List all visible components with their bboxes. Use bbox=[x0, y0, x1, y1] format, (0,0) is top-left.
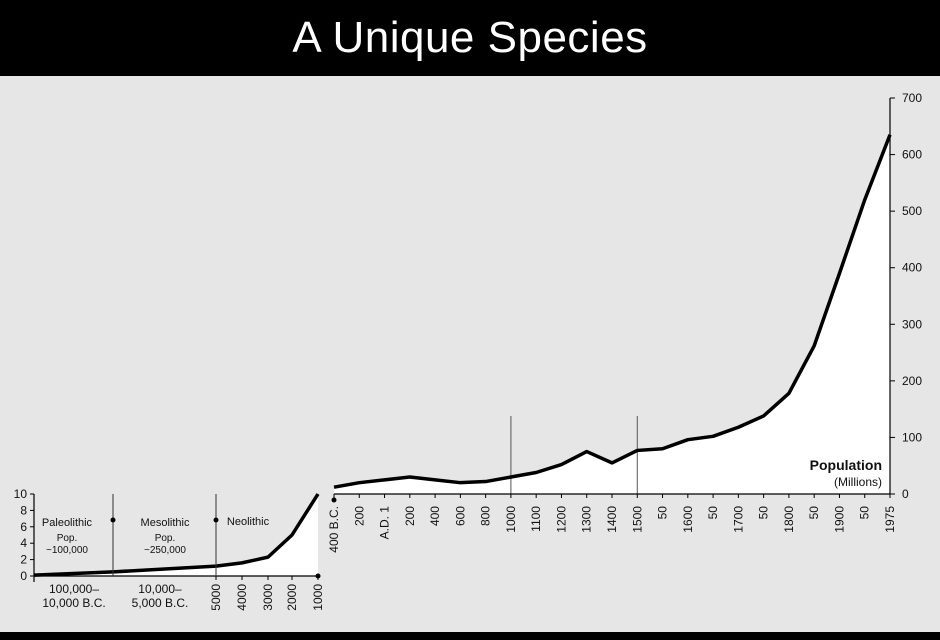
chart1-y-tick-label: 0 bbox=[20, 569, 27, 583]
chart2-x-tick-label: 50 bbox=[757, 506, 771, 520]
chart1-y-tick-label: 8 bbox=[20, 503, 27, 517]
chart2-y-tick-label: 700 bbox=[902, 91, 922, 105]
chart2-x-tick-label: 1800 bbox=[782, 506, 796, 533]
chart2-x-tick-label: 50 bbox=[706, 506, 720, 520]
chart2-y-tick-label: 600 bbox=[902, 148, 922, 162]
chart1-era-pop-label: Pop. bbox=[155, 533, 176, 544]
chart1-x-tick-label: 5,000 B.C. bbox=[132, 596, 189, 610]
chart2-x-tick-label: 1000 bbox=[504, 506, 518, 533]
plot-area: 10 8 6 4 2 0 Paleolithic Pop. ~100,000 Mesolithic… bbox=[0, 76, 940, 632]
chart2-y-tick-label: 300 bbox=[902, 317, 922, 331]
chart2-y-tick-label: 100 bbox=[902, 430, 922, 444]
chart2-start-marker bbox=[331, 497, 337, 503]
chart2-x-tick-label: A.D. 1 bbox=[378, 506, 392, 540]
title-bar: A Unique Species bbox=[0, 0, 940, 76]
chart2-x-tick-label: 800 bbox=[479, 506, 493, 526]
chart1-x-tick-label: 2000 bbox=[285, 584, 299, 611]
chart2-y-axis-label: Population bbox=[810, 457, 882, 473]
chart2-x-tick-label: 400 B.C. bbox=[327, 506, 341, 553]
chart2-x-tick-label: 200 bbox=[403, 506, 417, 526]
population-chart: 1086420PaleolithicPop.~100,000Mesolithic… bbox=[14, 91, 923, 611]
chart2-y-tick-label: 400 bbox=[902, 261, 922, 275]
chart1-era-pop-value: ~250,000 bbox=[144, 545, 186, 556]
chart2-x-tick-label: 1100 bbox=[529, 506, 543, 532]
chart1-x-tick-label: 3000 bbox=[261, 584, 275, 611]
chart1-era-name: Mesolithic bbox=[141, 517, 190, 529]
chart1-era-name: Paleolithic bbox=[42, 517, 93, 529]
chart2-x-tick-label: 1975 bbox=[883, 506, 897, 533]
chart1-x-tick-label: 1000 bbox=[311, 584, 325, 611]
chart1-x-tick-label: 100,000– bbox=[49, 582, 99, 596]
chart2-x-tick-label: 50 bbox=[807, 506, 821, 520]
chart1-era-pop-label: Pop. bbox=[57, 533, 78, 544]
chart2-x-tick-label: 1900 bbox=[832, 506, 846, 533]
chart2-area bbox=[334, 134, 890, 494]
chart1-x-tick-label: 10,000 B.C. bbox=[42, 596, 105, 610]
chart2-x-tick-label: 1700 bbox=[731, 506, 745, 533]
chart2-x-tick-label: 200 bbox=[352, 506, 366, 526]
chart2-y-tick-label: 0 bbox=[902, 487, 909, 501]
chart1-area bbox=[34, 494, 318, 576]
chart2-y-tick-label: 500 bbox=[902, 204, 922, 218]
chart1-era-marker bbox=[213, 517, 219, 523]
chart2-x-tick-label: 1300 bbox=[580, 506, 594, 533]
chart1-x-tick-label: 10,000– bbox=[138, 582, 182, 596]
chart-title: A Unique Species bbox=[292, 13, 648, 62]
chart1-era-marker bbox=[110, 517, 116, 523]
chart2-series-line bbox=[333, 134, 892, 489]
chart1-y-tick-label: 4 bbox=[20, 536, 27, 550]
chart1-y-tick-label: 2 bbox=[20, 553, 27, 567]
chart2-x-tick-label: 600 bbox=[453, 506, 467, 526]
chart1-x-tick-label: 4000 bbox=[235, 584, 249, 611]
chart1-y-tick-label: 10 bbox=[14, 487, 28, 501]
chart2-x-tick-label: 1400 bbox=[605, 506, 619, 533]
chart1-era-pop-value: ~100,000 bbox=[46, 545, 88, 556]
chart1-y-tick-label: 6 bbox=[20, 520, 27, 534]
chart2-x-tick-label: 1600 bbox=[681, 506, 695, 533]
chart1-end-marker bbox=[315, 573, 321, 579]
chart1-era-name: Neolithic bbox=[227, 516, 270, 528]
chart2-x-tick-label: 1500 bbox=[630, 506, 644, 533]
chart2-x-tick-label: 50 bbox=[858, 506, 872, 520]
chart2-x-tick-label: 400 bbox=[428, 506, 442, 526]
chart2-y-tick-label: 200 bbox=[902, 374, 922, 388]
chart2-x-tick-label: 1200 bbox=[554, 506, 568, 533]
chart1-x-tick-label: 5000 bbox=[209, 584, 223, 611]
chart2-y-axis-unit: (Millions) bbox=[834, 475, 882, 489]
chart2-x-tick-label: 50 bbox=[656, 506, 670, 520]
